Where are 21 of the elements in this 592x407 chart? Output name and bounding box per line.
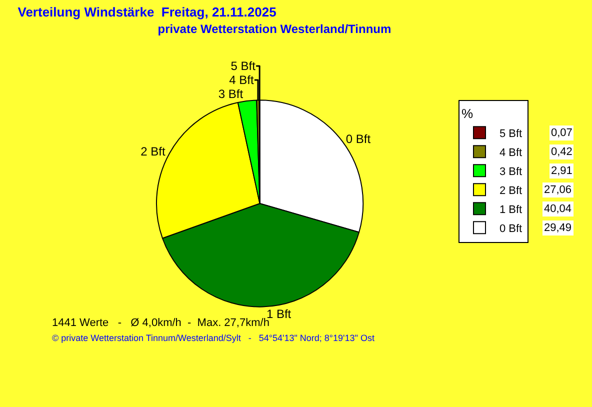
slice-label: 2 Bft bbox=[140, 144, 166, 159]
text: © private Wetterstation Tinnum/Westerland/Sylt - 54°54'13" Nord; 8°19'13" Ost bbox=[52, 333, 375, 343]
legend-label: 2 Bft bbox=[499, 184, 522, 197]
slice-label: 0 Bft bbox=[346, 132, 372, 146]
legend-label: 1 Bft bbox=[499, 204, 522, 216]
data-label: 29,49 bbox=[544, 222, 572, 234]
chart-title: Verteilung Windstärke Freitag, 21.11.2025 bbox=[18, 4, 276, 20]
legend-label: 0 Bft bbox=[499, 222, 522, 235]
chart-subtitle: private Wetterstation Westerland/Tinnum bbox=[18, 22, 392, 36]
legend-label: 3 Bft bbox=[499, 166, 522, 178]
legend-label: 4 Bft bbox=[499, 146, 522, 159]
slice-label: 5 Bft bbox=[230, 59, 256, 74]
data-label: 0,42 bbox=[551, 146, 572, 158]
data-label: 0,07 bbox=[551, 127, 572, 139]
data-label: 27,06 bbox=[544, 184, 572, 196]
data-label: 40,04 bbox=[544, 203, 572, 215]
slice-label: 3 Bft bbox=[218, 87, 244, 102]
legend-label: 5 Bft bbox=[499, 128, 522, 140]
legend-title: % bbox=[461, 106, 474, 122]
data-label: 2,91 bbox=[551, 165, 572, 177]
slice-label: 4 Bft bbox=[229, 73, 254, 88]
